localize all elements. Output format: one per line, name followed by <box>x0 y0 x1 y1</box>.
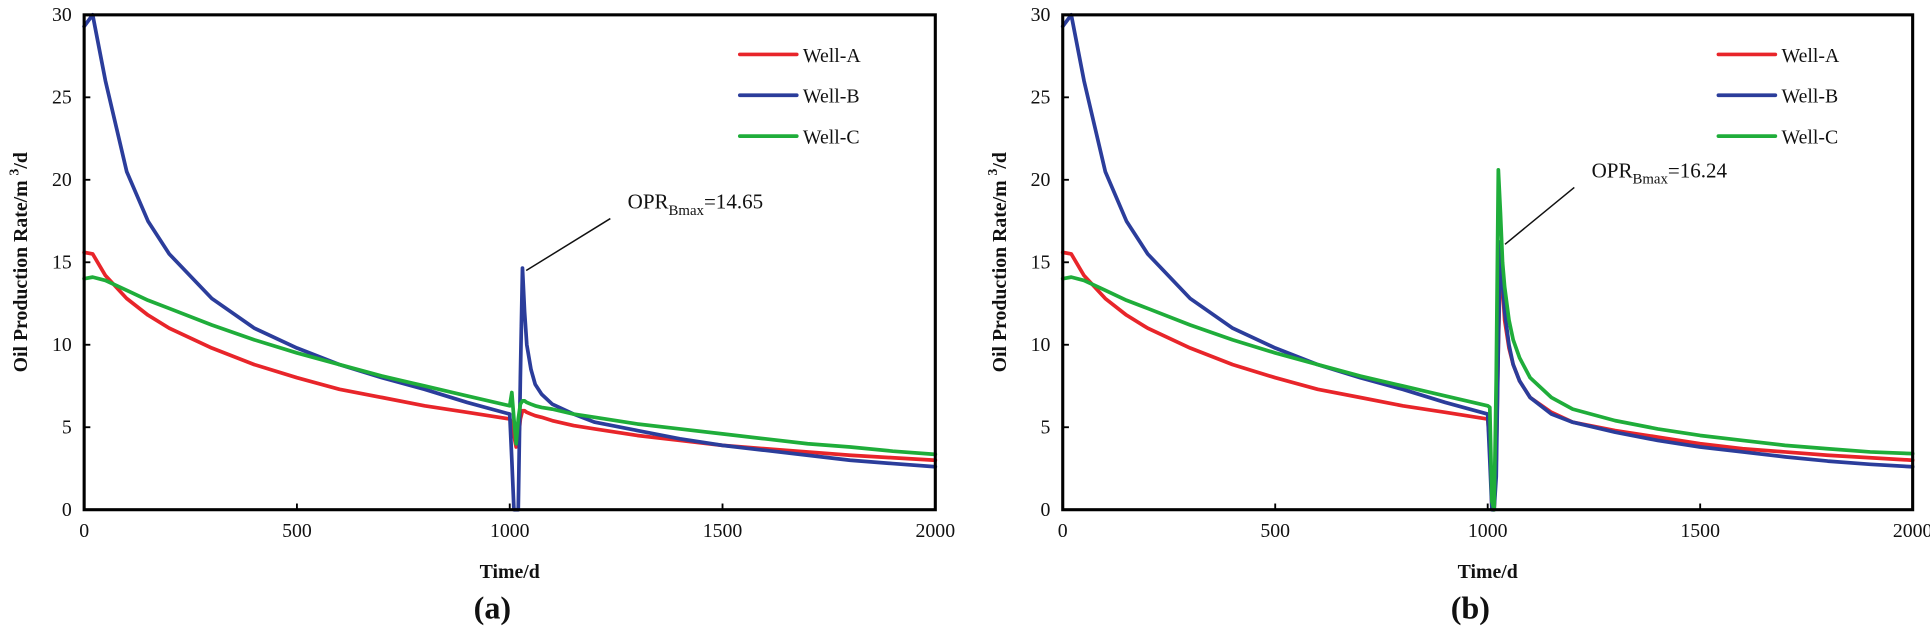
peak-annotation: OPRBmax=14.65 <box>628 190 763 219</box>
series-line-well-a <box>1060 250 1915 512</box>
legend-label: Well-C <box>1782 127 1839 149</box>
legend-label: Well-A <box>803 45 861 67</box>
y-tick-label: 20 <box>1031 169 1051 191</box>
annotation-leader-line <box>525 217 611 272</box>
peak-annotation: OPRBmax=16.24 <box>1592 158 1728 187</box>
legend-label: Well-B <box>1782 86 1839 108</box>
x-tick-label: 0 <box>79 520 89 542</box>
y-tick-label: 0 <box>62 499 72 521</box>
x-axis-label: Time/d <box>480 561 540 583</box>
y-tick-label: 10 <box>52 334 72 356</box>
y-axis-label: Oil Production Rate/m 3/d <box>7 152 33 372</box>
x-axis-label: Time/d <box>1458 561 1518 583</box>
y-tick-label: 20 <box>52 169 72 191</box>
panel-label: (a) <box>474 590 512 626</box>
chart-panel-a: 0 5 10 15 20 25 30 0 500 1000 1500 2000 Time/d Oil Pr… <box>7 4 956 626</box>
series-line-well-c <box>82 275 938 457</box>
chart-panel-b: 0 5 10 15 20 25 30 0 500 1000 1500 2000 Time/d Oil Pr… <box>985 4 1930 626</box>
annotation-leader-line <box>1504 186 1575 245</box>
x-tick-label: 0 <box>1058 520 1068 542</box>
y-tick-label: 15 <box>52 251 72 273</box>
y-tick-label: 5 <box>62 416 72 438</box>
x-tick-label: 1500 <box>703 520 743 542</box>
x-tick-label: 1500 <box>1680 520 1720 542</box>
y-tick-label: 15 <box>1031 251 1051 273</box>
x-tick-label: 2000 <box>916 520 956 542</box>
y-tick-label: 0 <box>1040 499 1050 521</box>
legend-label: Well-A <box>1782 45 1840 67</box>
x-tick-label: 500 <box>1260 520 1290 542</box>
x-tick-label: 1000 <box>490 520 530 542</box>
panel-label: (b) <box>1451 590 1490 626</box>
legend: Well-A Well-B Well-C <box>737 45 861 149</box>
x-tick-label: 1000 <box>1468 520 1508 542</box>
legend: Well-A Well-B Well-C <box>1716 45 1840 149</box>
series-line-well-c <box>1060 168 1915 512</box>
y-tick-label: 25 <box>52 87 72 109</box>
y-tick-label: 5 <box>1040 416 1050 438</box>
series-line-well-b <box>82 12 938 512</box>
y-tick-label: 25 <box>1031 87 1051 109</box>
x-tick-label: 500 <box>282 520 312 542</box>
y-axis-label: Oil Production Rate/m 3/d <box>985 152 1011 372</box>
y-tick-label: 30 <box>52 4 72 26</box>
legend-label: Well-B <box>803 86 860 108</box>
legend-label: Well-C <box>803 127 860 149</box>
y-tick-label: 30 <box>1031 4 1051 26</box>
x-tick-label: 2000 <box>1893 520 1930 542</box>
y-tick-label: 10 <box>1031 334 1051 356</box>
